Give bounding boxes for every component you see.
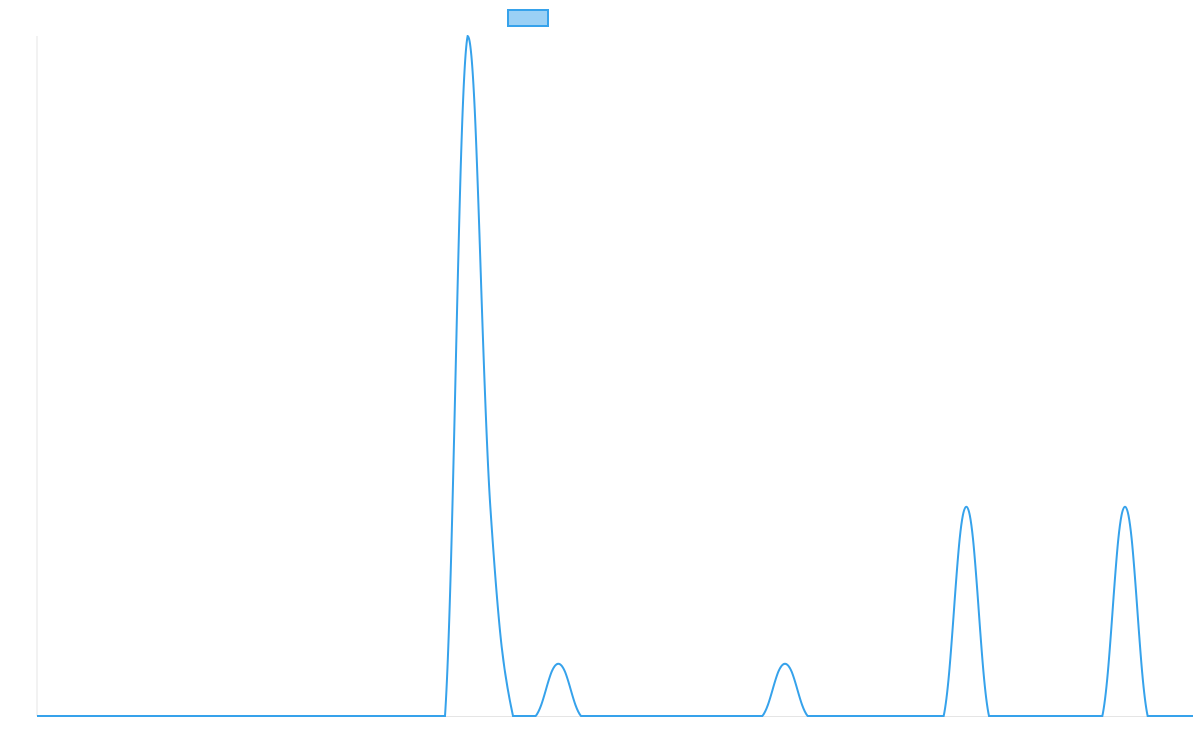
legend-swatch: [507, 9, 549, 27]
line: [37, 34, 1193, 717]
